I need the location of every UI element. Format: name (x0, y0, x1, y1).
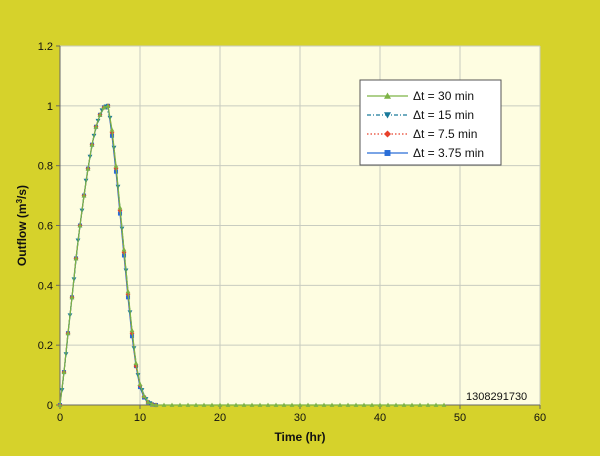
data-point (177, 402, 183, 407)
data-point (169, 402, 175, 407)
data-point (345, 402, 351, 407)
legend-marker (384, 112, 391, 119)
data-point (297, 402, 303, 407)
data-point (109, 127, 115, 132)
data-point (141, 393, 147, 398)
data-point (117, 205, 123, 210)
legend-marker (384, 150, 391, 156)
data-point (193, 402, 199, 407)
data-point (61, 369, 67, 375)
data-point (337, 402, 343, 407)
chart-annotation-id: 1308291730 (466, 391, 527, 403)
x-tick-label: 30 (294, 412, 306, 424)
data-point (113, 163, 119, 168)
data-point (377, 402, 383, 407)
series-1 (57, 103, 447, 407)
legend-box (359, 79, 502, 166)
x-tick-label: 50 (454, 412, 466, 424)
data-point (305, 402, 311, 407)
y-axis-label: Outflow (m3/s) (15, 185, 29, 266)
legend-label: Δt = 7.5 min (413, 127, 477, 141)
data-point (93, 124, 99, 129)
legend-marker (384, 130, 391, 138)
y-axis-label-end: /s) (15, 185, 29, 199)
data-point (145, 399, 151, 404)
data-point (393, 402, 399, 407)
data-point (233, 402, 239, 407)
data-point (249, 402, 255, 407)
data-point (353, 402, 359, 407)
legend: Δt = 30 min Δt = 15 min Δt = 7.5 min Δt = 3… (359, 79, 502, 166)
legend-label: Δt = 15 min (413, 108, 474, 122)
tick-labels: 0 10 20 30 40 50 60 0 0.2 0.4 0.6 0.8 1 1.2 (38, 41, 546, 424)
data-point (73, 256, 79, 261)
data-point (409, 402, 415, 407)
y-axis-label-superscript: 3 (15, 198, 24, 203)
data-point (241, 402, 247, 407)
data-point (273, 402, 279, 407)
data-point (101, 104, 107, 110)
data-point (361, 402, 367, 407)
data-point (225, 402, 231, 407)
data-point (217, 402, 223, 407)
data-point (89, 142, 95, 147)
data-point (425, 402, 431, 407)
data-point (77, 223, 83, 228)
data-point (81, 193, 87, 198)
data-point (65, 330, 71, 336)
data-point (369, 402, 375, 407)
data-point (137, 381, 143, 386)
data-point (209, 402, 215, 407)
data-point (433, 402, 439, 407)
x-tick-label: 0 (57, 412, 63, 424)
y-tick-label: 0.6 (38, 221, 53, 233)
data-point (201, 402, 207, 407)
data-point (313, 402, 319, 407)
data-point (289, 402, 295, 407)
data-point (133, 360, 139, 366)
data-point (417, 402, 423, 407)
legend-marker (384, 92, 391, 99)
data-point (329, 402, 335, 407)
y-tick-label: 0 (47, 400, 53, 412)
x-tick-label: 60 (534, 412, 546, 424)
legend-label: Δt = 30 min (413, 89, 474, 103)
data-point (321, 402, 327, 407)
data-point (105, 103, 111, 108)
data-point (125, 288, 131, 294)
data-point (401, 402, 407, 407)
data-point (441, 402, 447, 407)
y-tick-label: 0.2 (38, 340, 53, 352)
data-point (57, 402, 63, 407)
x-tick-label: 10 (134, 412, 146, 424)
data-point (149, 401, 155, 407)
x-axis-label: Time (hr) (274, 430, 325, 444)
data-point (129, 327, 135, 333)
data-point (161, 402, 167, 407)
data-point (121, 247, 127, 252)
y-tick-label: 1.2 (38, 41, 53, 53)
data-point (97, 112, 103, 117)
legend-label: Δt = 3.75 min (413, 146, 484, 160)
data-point (281, 402, 287, 407)
data-point (257, 402, 263, 407)
data-point (153, 402, 159, 407)
data-point (185, 402, 191, 407)
data-point (125, 295, 131, 300)
data-point (129, 334, 135, 339)
x-tick-label: 40 (374, 412, 386, 424)
y-tick-label: 0.8 (38, 161, 53, 173)
series-lines (57, 103, 447, 408)
y-tick-label: 1 (47, 101, 53, 113)
data-point (265, 402, 271, 407)
data-point (385, 402, 391, 407)
data-point (69, 294, 75, 300)
data-point (85, 166, 91, 171)
y-tick-label: 0.4 (38, 280, 53, 292)
y-axis-label-main: Outflow (m (15, 203, 29, 266)
x-tick-label: 20 (214, 412, 226, 424)
